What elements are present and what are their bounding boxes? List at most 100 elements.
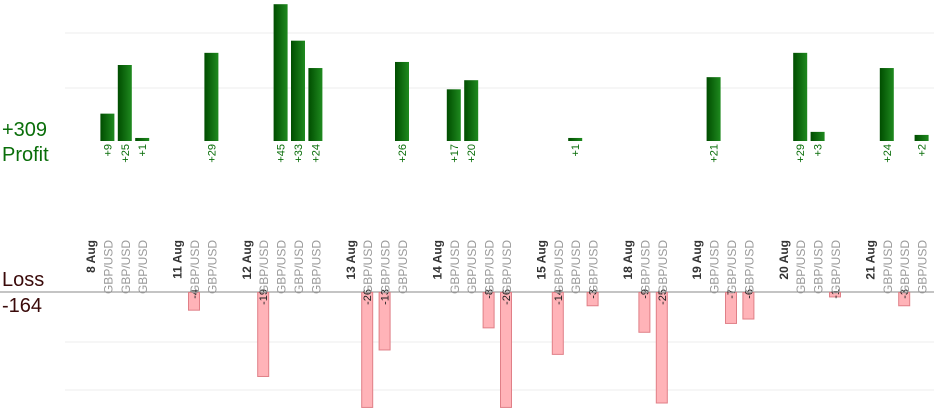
profit-value-label: +1 (137, 144, 149, 157)
date-label: 21 Aug (863, 240, 877, 280)
loss-bar (361, 292, 374, 408)
pair-label: GBP/USD (708, 240, 722, 294)
pair-label: GBP/USD (881, 240, 895, 294)
profit-bar (308, 68, 323, 141)
date-label: 8 Aug (84, 240, 98, 273)
profit-value-label: +9 (102, 144, 114, 157)
pair-label: GBP/USD (292, 240, 306, 294)
profit-bar (117, 65, 132, 141)
loss-value-label: -26 (362, 289, 374, 305)
profit-bar (914, 134, 929, 141)
profit-bar (100, 113, 115, 141)
pair-label: GBP/USD (309, 240, 323, 294)
profit-value-label: +21 (709, 144, 721, 163)
pair-label: GBP/USD (257, 240, 271, 294)
loss-bar (725, 292, 737, 324)
total-profit: +309 (2, 119, 48, 141)
loss-value-label: -25 (657, 289, 669, 305)
date-label: 11 Aug (171, 240, 185, 279)
pair-label: GBP/USD (205, 240, 219, 294)
profit-bar (135, 137, 150, 141)
profit-bars (100, 4, 929, 142)
loss-value-label: -1 (830, 289, 842, 299)
pair-label: GBP/USD (656, 240, 670, 294)
profit-value-label: +17 (449, 144, 461, 163)
loss-value-label: -19 (258, 289, 270, 305)
loss-value-label: -26 (501, 289, 513, 305)
pair-label: GBP/USD (188, 240, 202, 294)
loss-bar (655, 292, 668, 404)
profit-bar (706, 77, 721, 141)
profit-bar (204, 52, 219, 142)
loss-bar (482, 292, 495, 329)
pair-label: GBP/USD (812, 240, 826, 294)
profit-value-label: +25 (120, 144, 132, 163)
date-label: 18 Aug (621, 240, 635, 280)
profit-bar (446, 89, 461, 141)
profit-value-label: +3 (813, 144, 825, 157)
pair-label: GBP/USD (275, 240, 289, 294)
loss-value-label: -3 (588, 289, 600, 299)
loss-value-label: -3 (899, 289, 911, 299)
profit-bar (879, 68, 894, 141)
loss-bar (586, 292, 599, 307)
date-pair-labels: 8 Aug GBP/USD GBP/USD GBP/USD 11 Aug GBP/USD G… (84, 240, 930, 294)
profit-value-label: +24 (882, 144, 894, 163)
pair-label: GBP/USD (725, 240, 739, 294)
pair-label: GBP/USD (361, 240, 375, 294)
loss-value-label: -6 (743, 289, 755, 299)
loss-bar (829, 292, 841, 298)
pair-label: GBP/USD (587, 240, 601, 294)
date-label: 19 Aug (690, 240, 704, 280)
loss-value-label: -13 (380, 289, 392, 305)
bar-labels: +9 +25 +1 -4 +29 -19 +45 +33 +24 -26 -13 +26 +17 +20 -… (102, 144, 928, 305)
pair-label: GBP/USD (794, 240, 808, 294)
pair-label: GBP/USD (829, 240, 843, 294)
loss-value-label: -9 (639, 289, 651, 299)
pair-label: GBP/USD (379, 240, 393, 294)
date-label: 14 Aug (430, 240, 444, 280)
pair-label: GBP/USD (916, 240, 930, 294)
pair-label: GBP/USD (101, 240, 115, 294)
pair-label: GBP/USD (465, 240, 479, 294)
date-label: 20 Aug (777, 240, 791, 280)
profit-bar (395, 61, 409, 141)
date-label: 12 Aug (240, 240, 254, 280)
pair-label: GBP/USD (898, 240, 912, 294)
loss-value-label: -14 (553, 289, 565, 305)
loss-value-label: -8 (484, 289, 496, 299)
profit-label: Profit (2, 144, 49, 166)
profit-bar (810, 131, 825, 141)
pair-label: GBP/USD (448, 240, 462, 294)
profit-value-label: +2 (917, 144, 929, 157)
loss-bar (257, 292, 270, 377)
date-label: 15 Aug (534, 240, 548, 280)
pair-label: GBP/USD (500, 240, 514, 294)
pair-label: GBP/USD (552, 240, 566, 294)
loss-bar (551, 292, 564, 355)
loss-bar (898, 292, 911, 307)
profit-value-label: +29 (795, 144, 807, 163)
pair-label: GBP/USD (119, 240, 133, 294)
loss-bar (742, 292, 755, 320)
loss-bar (188, 292, 200, 311)
date-label: 13 Aug (344, 240, 358, 280)
profit-bar (793, 52, 808, 142)
loss-bar (378, 292, 391, 351)
profit-value-label: +29 (206, 144, 218, 163)
total-loss: -164 (2, 295, 43, 317)
profit-value-label: +26 (397, 144, 409, 163)
loss-bar (638, 292, 651, 333)
profit-bar (464, 80, 479, 141)
profit-bar (291, 40, 305, 141)
profit-value-label: +24 (310, 144, 322, 163)
loss-label: Loss (2, 269, 45, 291)
profit-bar (568, 137, 583, 141)
profit-value-label: +1 (570, 144, 582, 157)
pair-label: GBP/USD (396, 240, 410, 294)
loss-bars (188, 292, 911, 408)
loss-value-label: -4 (189, 289, 201, 299)
pair-label: GBP/USD (483, 240, 497, 294)
pair-label: GBP/USD (742, 240, 756, 294)
pair-label: GBP/USD (638, 240, 652, 294)
